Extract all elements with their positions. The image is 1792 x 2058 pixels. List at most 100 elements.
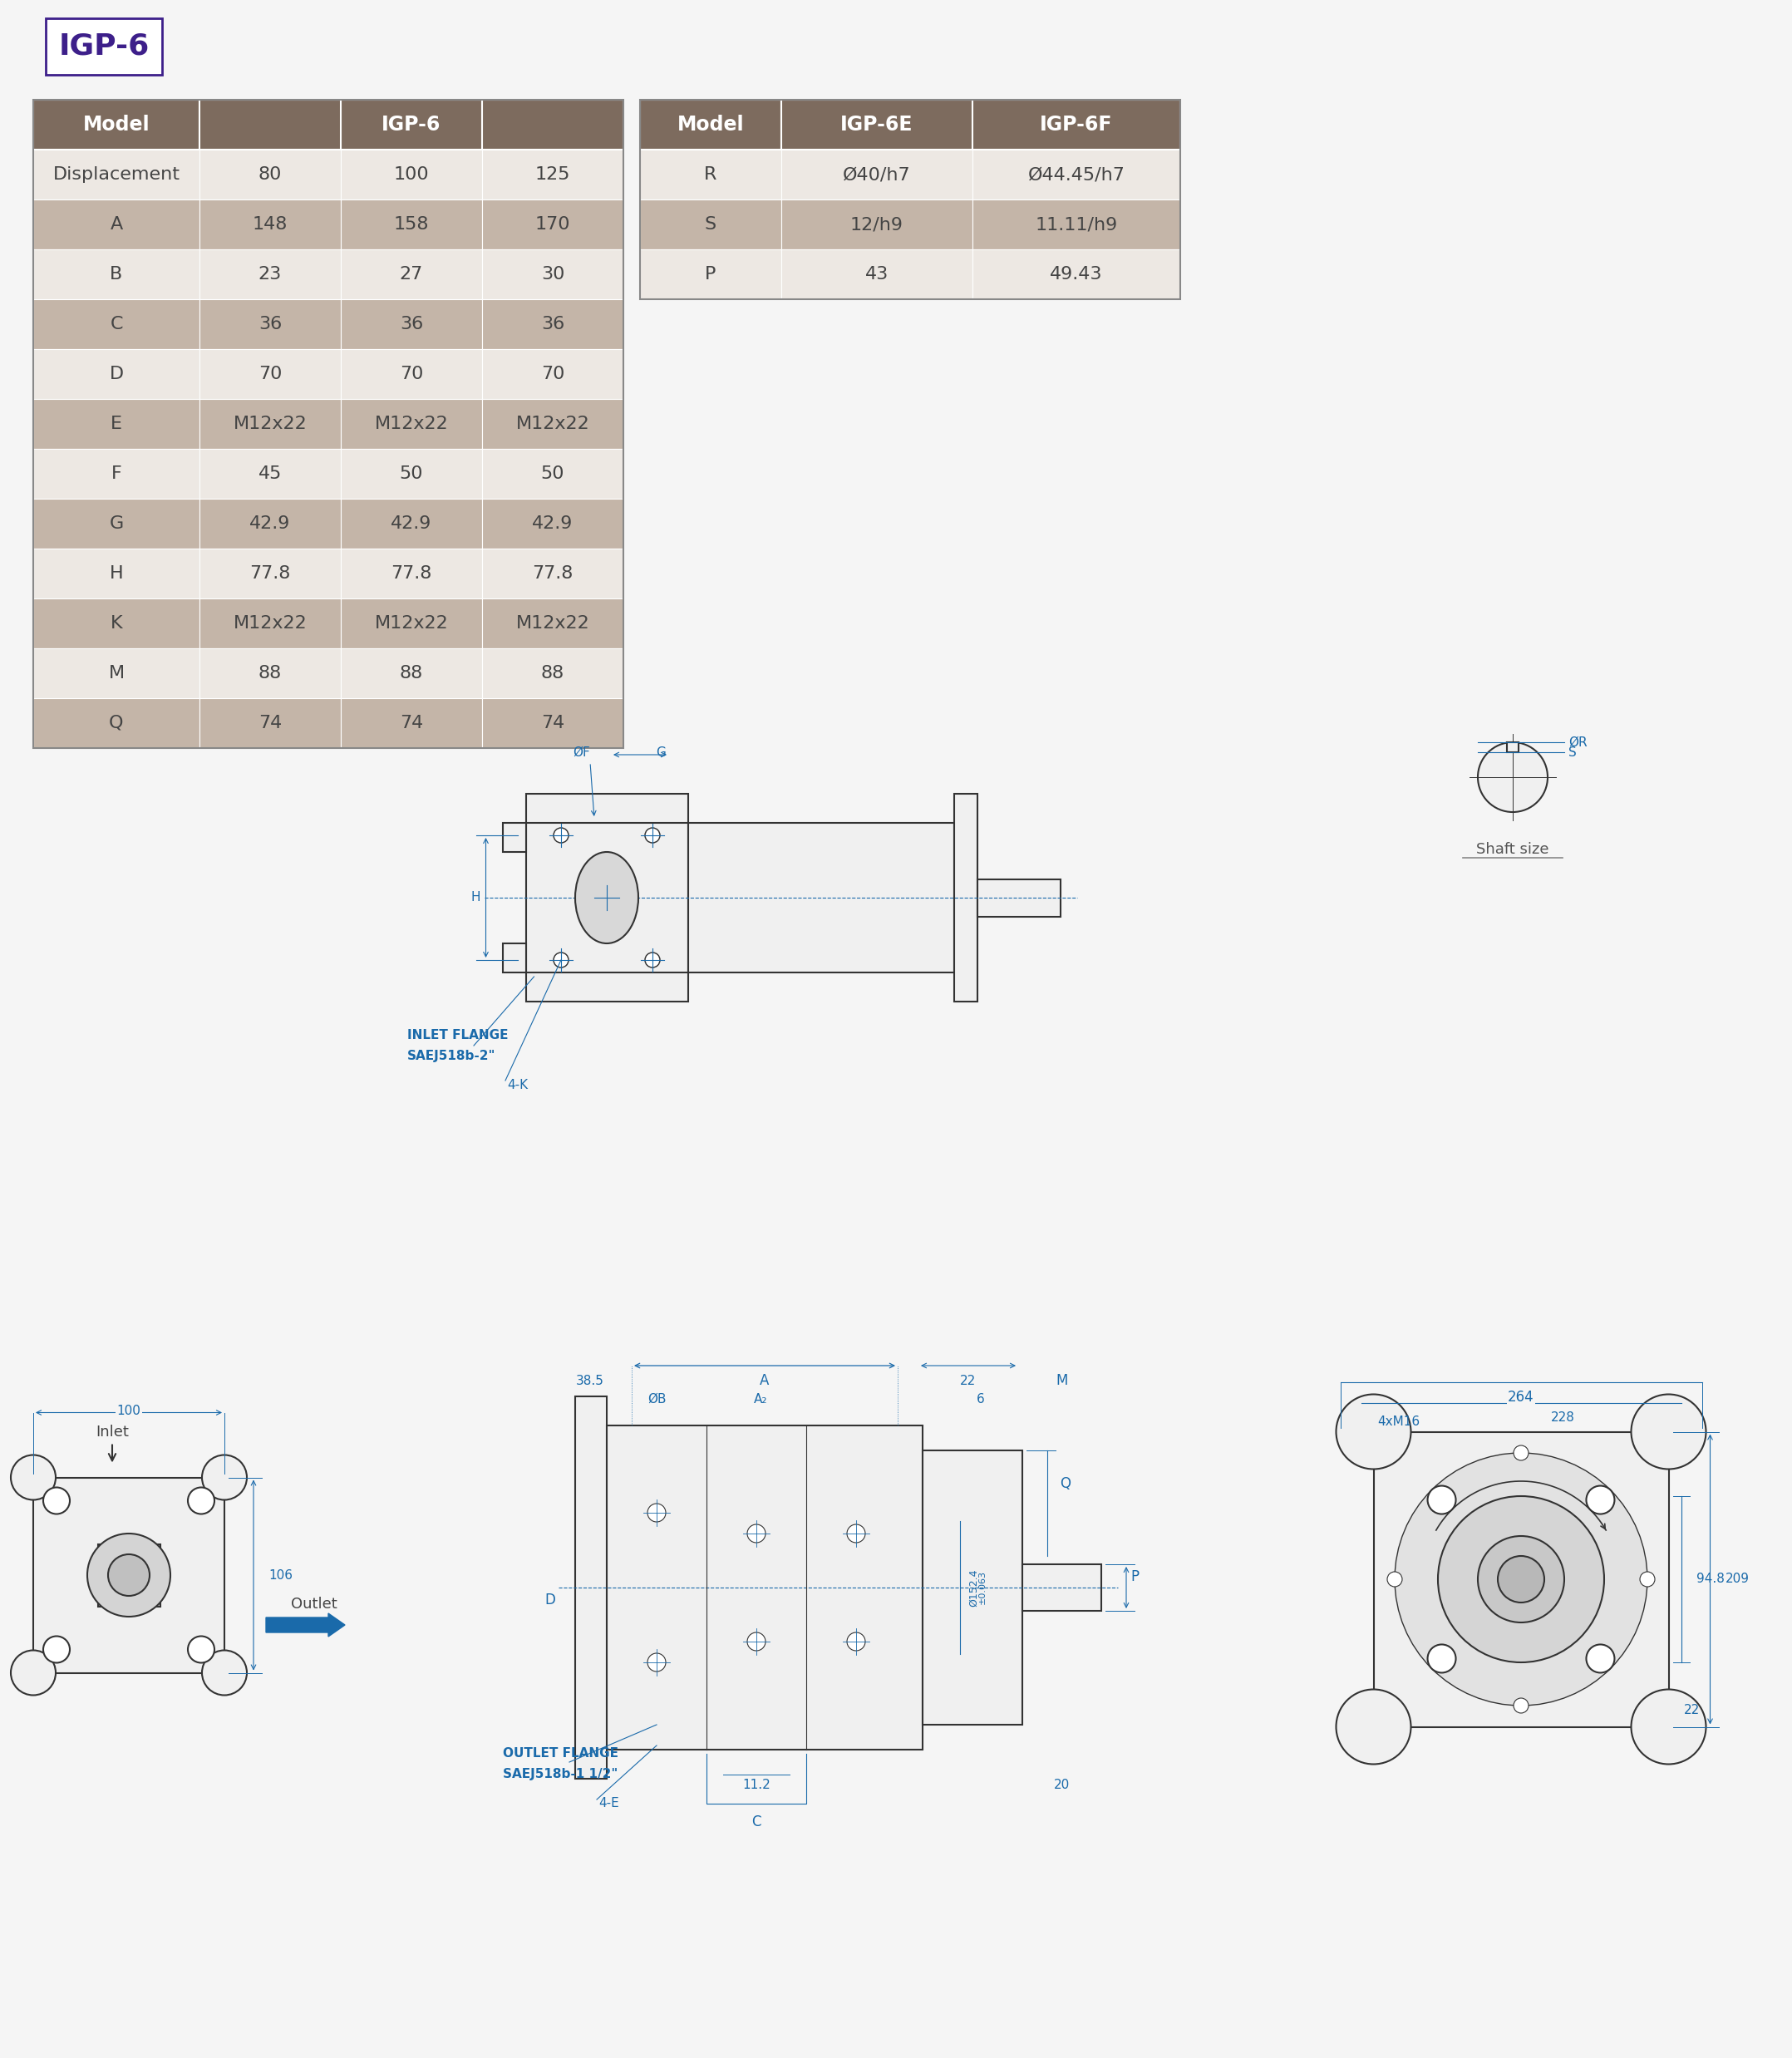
Bar — [640, 150, 781, 200]
Text: F: F — [111, 465, 122, 482]
Text: Q: Q — [109, 714, 124, 731]
Text: 49.43: 49.43 — [1050, 265, 1102, 282]
Circle shape — [647, 1653, 667, 1671]
Circle shape — [1514, 1698, 1529, 1712]
Bar — [199, 648, 340, 698]
Bar — [340, 648, 482, 698]
Text: R: R — [704, 167, 717, 183]
Bar — [640, 99, 1181, 298]
Circle shape — [645, 827, 659, 844]
Text: M12x22: M12x22 — [375, 416, 448, 432]
Text: 30: 30 — [541, 265, 564, 282]
Text: 42.9: 42.9 — [249, 514, 290, 531]
Text: D: D — [545, 1593, 556, 1607]
Circle shape — [1586, 1486, 1615, 1515]
Text: 43: 43 — [866, 265, 889, 282]
Text: 264: 264 — [1507, 1389, 1534, 1404]
Text: 125: 125 — [536, 167, 570, 183]
Bar — [34, 1478, 224, 1673]
Circle shape — [747, 1632, 765, 1651]
Circle shape — [1640, 1572, 1654, 1587]
Text: 11.11/h9: 11.11/h9 — [1036, 216, 1118, 233]
Circle shape — [554, 827, 568, 844]
Circle shape — [554, 953, 568, 967]
Text: Model: Model — [82, 115, 151, 134]
Bar — [34, 698, 199, 747]
Text: 77.8: 77.8 — [532, 566, 573, 582]
Bar — [973, 200, 1181, 249]
Text: IGP-6: IGP-6 — [382, 115, 441, 134]
Bar — [1373, 1432, 1668, 1727]
Bar — [199, 399, 340, 449]
Text: ±0.063: ±0.063 — [978, 1570, 987, 1605]
Bar — [199, 249, 340, 298]
Text: Inlet: Inlet — [95, 1424, 129, 1439]
Text: 12/h9: 12/h9 — [849, 216, 903, 233]
Text: A: A — [760, 1373, 769, 1387]
Text: A: A — [109, 216, 122, 233]
Text: IGP-6: IGP-6 — [59, 33, 149, 60]
Bar — [973, 99, 1181, 150]
Text: Outlet: Outlet — [290, 1597, 337, 1611]
Text: H: H — [109, 566, 124, 582]
Bar — [525, 794, 688, 1002]
Text: 45: 45 — [258, 465, 281, 482]
Bar — [199, 698, 340, 747]
Circle shape — [202, 1651, 247, 1696]
Bar — [199, 99, 624, 150]
Bar — [502, 823, 525, 852]
Bar — [781, 99, 973, 150]
Text: 27: 27 — [400, 265, 423, 282]
Circle shape — [11, 1651, 56, 1696]
Circle shape — [1394, 1453, 1647, 1706]
Bar — [47, 19, 161, 74]
Bar — [34, 99, 199, 150]
Text: SAEJ518b-2": SAEJ518b-2" — [407, 1050, 496, 1062]
Bar — [482, 249, 624, 298]
Text: SAEJ518b-1 1/2": SAEJ518b-1 1/2" — [504, 1768, 618, 1780]
Text: IGP-6E: IGP-6E — [840, 115, 914, 134]
Text: Shaft size: Shaft size — [1477, 842, 1548, 856]
Bar — [973, 150, 1181, 200]
Bar — [340, 698, 482, 747]
Bar — [923, 1451, 1023, 1725]
Text: ØR: ØR — [1568, 737, 1588, 749]
Bar — [199, 150, 340, 200]
Bar — [482, 200, 624, 249]
Bar — [482, 150, 624, 200]
Bar — [199, 599, 340, 648]
Text: A₂: A₂ — [754, 1393, 767, 1406]
Bar — [340, 549, 482, 599]
Text: M12x22: M12x22 — [375, 615, 448, 632]
Text: Displacement: Displacement — [52, 167, 179, 183]
Text: 100: 100 — [394, 167, 428, 183]
Text: 77.8: 77.8 — [391, 566, 432, 582]
Bar — [575, 1397, 607, 1778]
Bar — [340, 200, 482, 249]
Text: IGP-6F: IGP-6F — [1039, 115, 1113, 134]
Text: Ø44.45/h7: Ø44.45/h7 — [1029, 167, 1125, 183]
Text: D: D — [109, 366, 124, 383]
Ellipse shape — [575, 852, 638, 943]
Text: 23: 23 — [258, 265, 281, 282]
Bar — [34, 249, 199, 298]
Bar — [340, 249, 482, 298]
Text: 88: 88 — [541, 665, 564, 681]
Bar — [340, 449, 482, 498]
Text: E: E — [111, 416, 122, 432]
Text: 4-E: 4-E — [599, 1797, 618, 1809]
Circle shape — [43, 1488, 70, 1515]
Text: C: C — [109, 315, 124, 333]
Bar — [781, 150, 973, 200]
Circle shape — [1478, 1535, 1564, 1622]
Bar — [199, 298, 340, 350]
Bar — [340, 150, 482, 200]
Circle shape — [1428, 1644, 1455, 1673]
Text: 209: 209 — [1726, 1572, 1749, 1585]
Text: 42.9: 42.9 — [391, 514, 432, 531]
Circle shape — [1478, 743, 1548, 813]
Text: M12x22: M12x22 — [516, 416, 590, 432]
Text: 100: 100 — [116, 1406, 142, 1418]
Circle shape — [1337, 1690, 1410, 1764]
Bar — [34, 449, 199, 498]
